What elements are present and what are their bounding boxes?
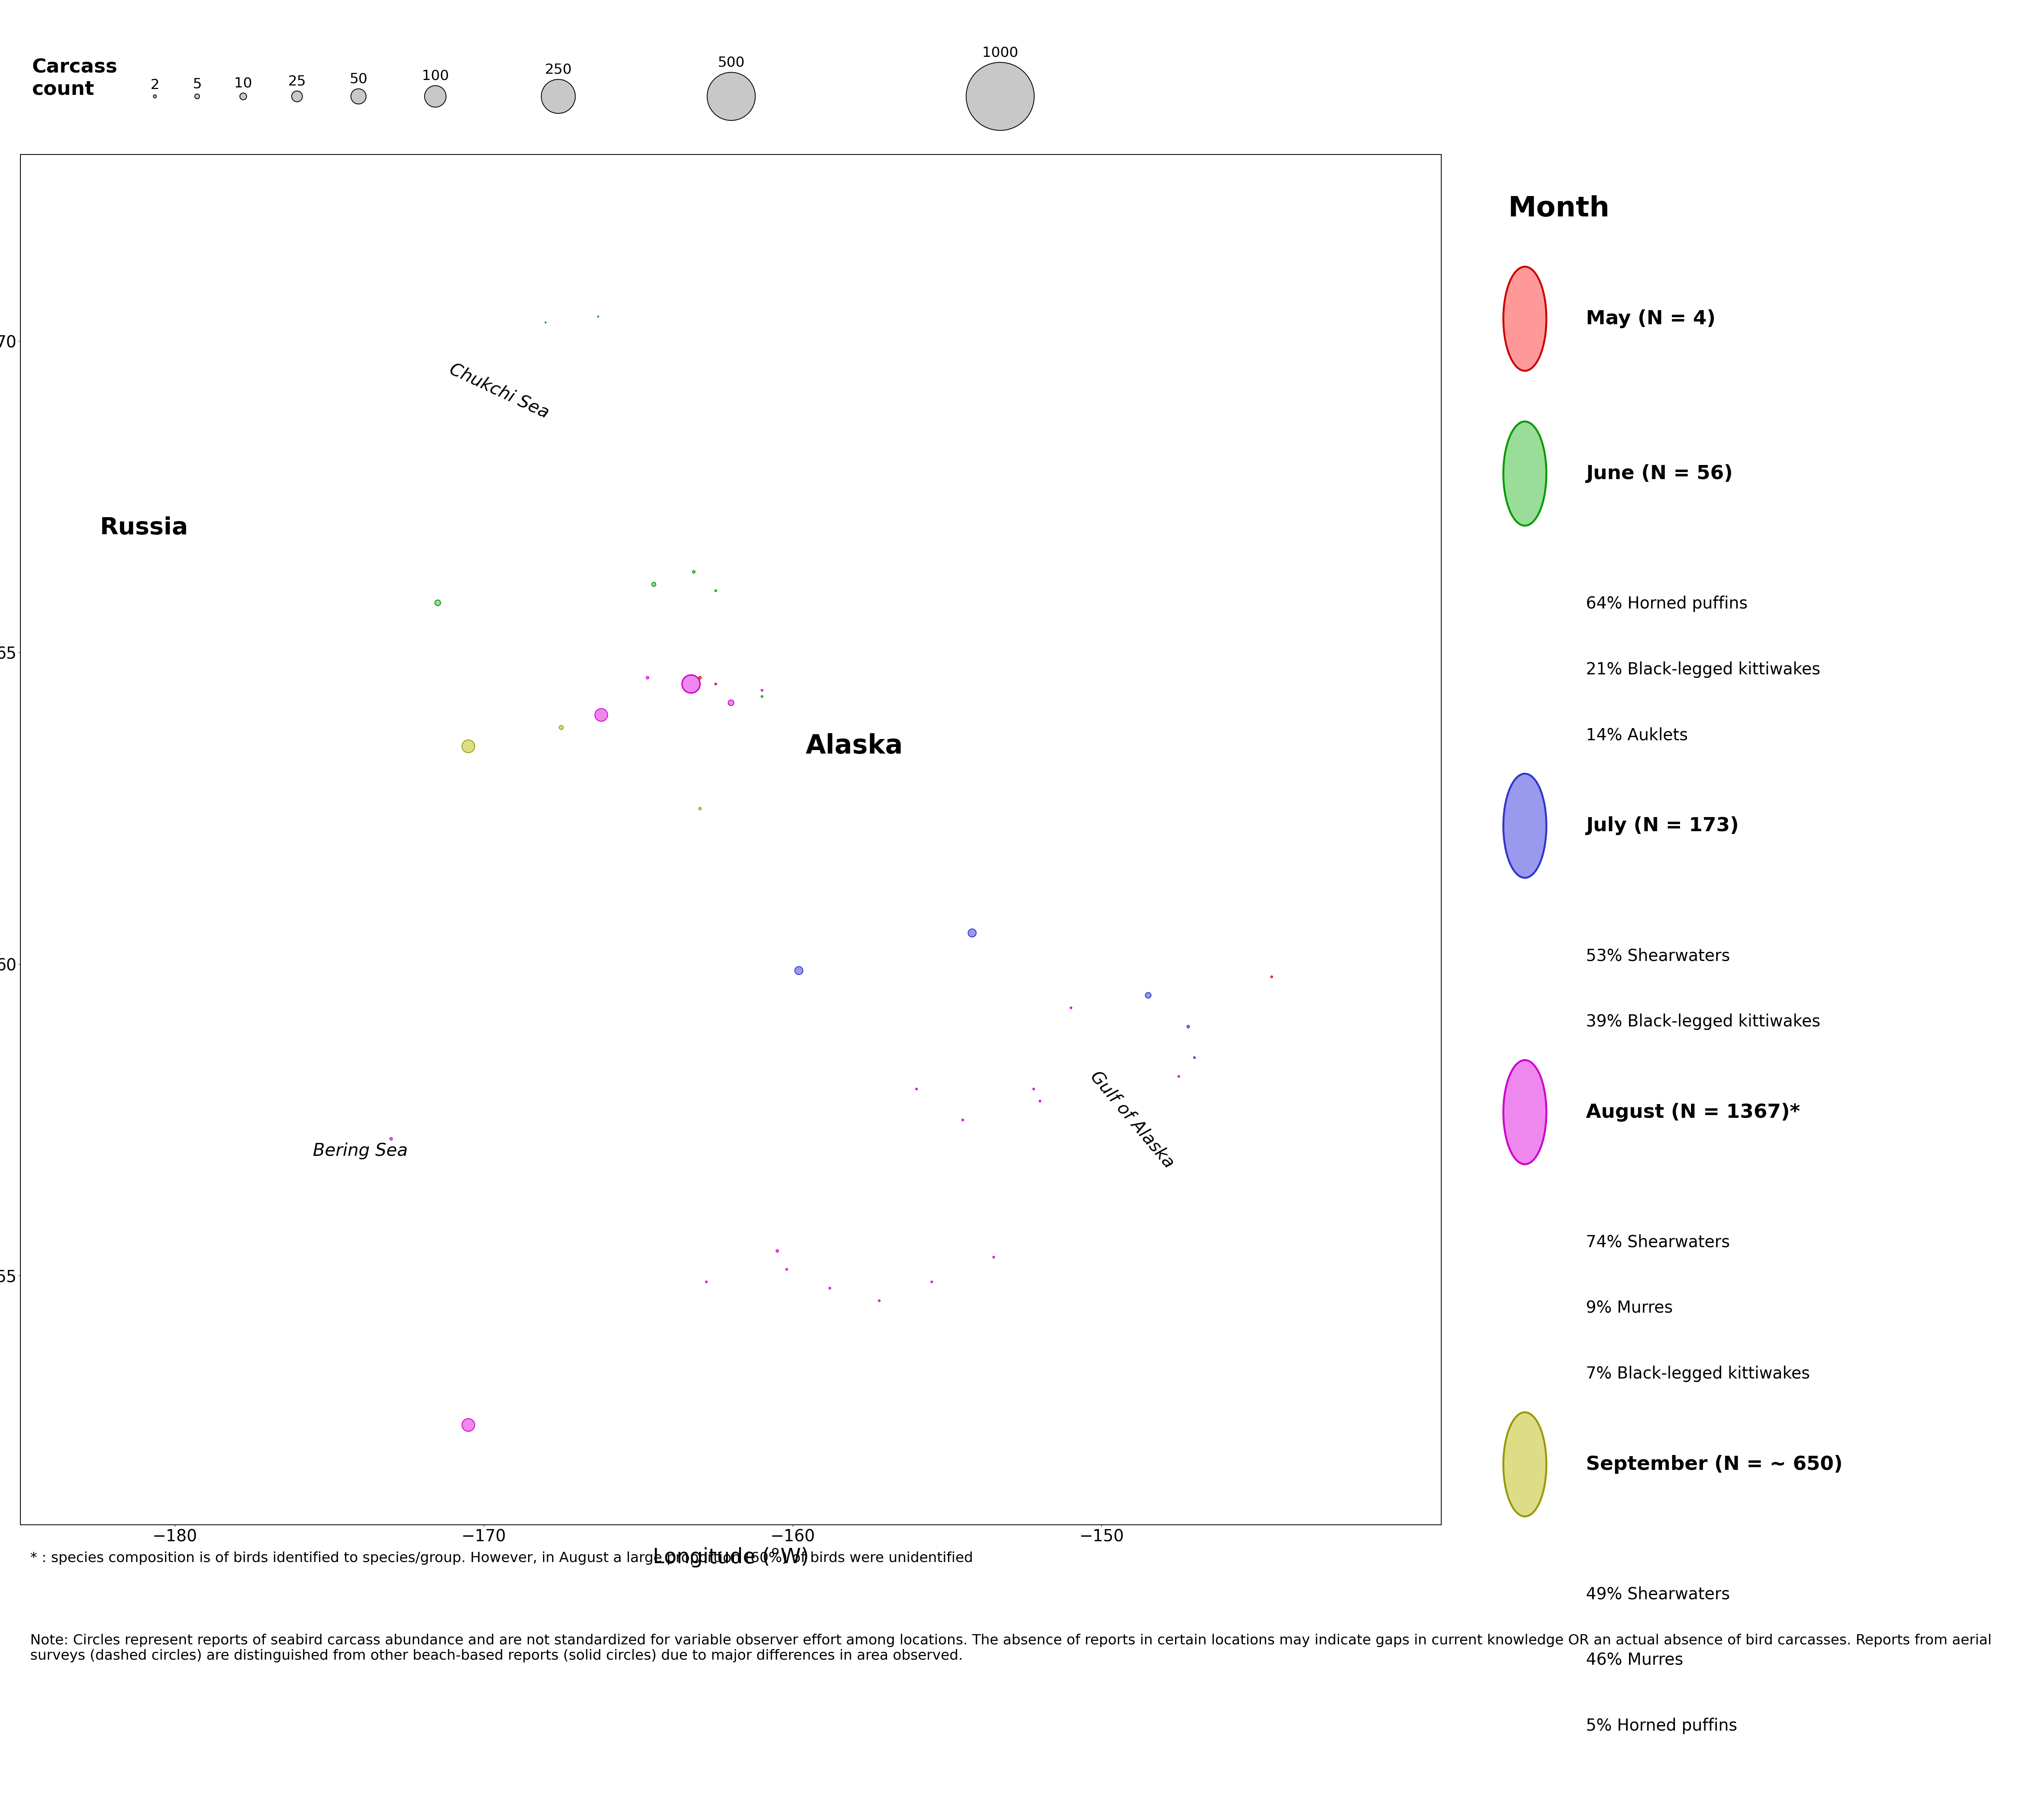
Text: Carcass
count: Carcass count (33, 58, 118, 98)
Text: 9% Murres: 9% Murres (1586, 1299, 1673, 1316)
Circle shape (351, 89, 367, 104)
Point (1023, 1087, 1056, 1116)
Text: May (N = 4): May (N = 4) (1586, 309, 1716, 328)
Point (422, 588, 454, 617)
Text: 64% Horned puffins: 64% Horned puffins (1586, 595, 1749, 612)
Point (689, 1267, 721, 1296)
Point (452, 1411, 485, 1440)
Point (770, 1254, 803, 1283)
Point (1178, 1043, 1211, 1072)
Point (585, 701, 618, 730)
Circle shape (240, 93, 247, 100)
Text: 50: 50 (348, 73, 367, 86)
Point (544, 713, 577, 743)
Point (862, 1287, 895, 1316)
Text: Chukchi Sea: Chukchi Sea (446, 360, 552, 422)
Text: 100: 100 (422, 69, 448, 82)
Text: 5% Horned puffins: 5% Horned puffins (1586, 1718, 1736, 1734)
Text: September (N = ~ 650): September (N = ~ 650) (1586, 1454, 1842, 1474)
Point (783, 956, 815, 985)
Point (375, 1125, 408, 1154)
Circle shape (1504, 1059, 1547, 1165)
Point (715, 688, 748, 717)
Point (452, 732, 485, 761)
Text: August (N = 1367)*: August (N = 1367)* (1586, 1103, 1800, 1121)
Point (1255, 963, 1288, 992)
Point (746, 675, 779, 704)
Text: * : species composition is of birds identified to species/group. However, in Aug: * : species composition is of birds iden… (31, 1551, 974, 1565)
Text: 25: 25 (287, 75, 306, 87)
Text: 7% Black-legged kittiwakes: 7% Black-legged kittiwakes (1586, 1365, 1810, 1381)
Circle shape (291, 91, 302, 102)
Text: 5: 5 (194, 78, 202, 91)
Text: 74% Shearwaters: 74% Shearwaters (1586, 1234, 1730, 1250)
Point (632, 662, 664, 692)
Point (677, 557, 709, 586)
Point (1054, 994, 1086, 1023)
Circle shape (1504, 268, 1547, 371)
Point (581, 302, 613, 331)
Point (915, 1267, 948, 1296)
Point (760, 1236, 793, 1265)
Text: 2: 2 (151, 78, 159, 91)
Point (1131, 981, 1164, 1010)
Point (1017, 1074, 1050, 1103)
Circle shape (153, 95, 157, 98)
Circle shape (424, 86, 446, 107)
Point (813, 1274, 846, 1303)
Circle shape (966, 62, 1033, 131)
Text: June (N = 56): June (N = 56) (1586, 464, 1732, 482)
Point (976, 1243, 1009, 1272)
Text: Note: Circles represent reports of seabird carcass abundance and are not standar: Note: Circles represent reports of seabi… (31, 1634, 1991, 1662)
Point (1172, 1012, 1204, 1041)
Text: Russia: Russia (100, 517, 187, 539)
Circle shape (707, 73, 756, 120)
Point (946, 1105, 978, 1134)
Circle shape (542, 80, 575, 113)
Text: 250: 250 (544, 64, 573, 76)
Text: 14% Auklets: 14% Auklets (1586, 726, 1687, 744)
Point (683, 662, 715, 692)
Text: 10: 10 (234, 76, 253, 89)
Text: 1000: 1000 (982, 46, 1019, 60)
Text: 39% Black-legged kittiwakes: 39% Black-legged kittiwakes (1586, 1014, 1820, 1030)
Point (699, 670, 732, 699)
Text: Bering Sea: Bering Sea (312, 1143, 408, 1159)
Text: Month: Month (1508, 195, 1610, 222)
Point (699, 575, 732, 604)
Text: July (N = 173): July (N = 173) (1586, 817, 1738, 835)
Point (638, 570, 671, 599)
Point (746, 682, 779, 712)
Circle shape (1504, 1412, 1547, 1516)
Circle shape (196, 95, 200, 98)
Circle shape (1504, 422, 1547, 526)
Point (956, 919, 988, 948)
Text: Gulf of Alaska: Gulf of Alaska (1086, 1068, 1178, 1172)
Point (683, 794, 715, 823)
Point (530, 308, 562, 337)
Text: 49% Shearwaters: 49% Shearwaters (1586, 1587, 1730, 1603)
Point (901, 1074, 933, 1103)
Circle shape (1504, 774, 1547, 877)
Point (1162, 1061, 1194, 1090)
X-axis label: Longitude (°W): Longitude (°W) (652, 1547, 809, 1567)
Text: 21% Black-legged kittiwakes: 21% Black-legged kittiwakes (1586, 661, 1820, 677)
Text: 500: 500 (717, 56, 744, 69)
Text: 46% Murres: 46% Murres (1586, 1653, 1683, 1669)
Text: 53% Shearwaters: 53% Shearwaters (1586, 948, 1730, 965)
Text: Alaska: Alaska (805, 733, 903, 759)
Point (675, 670, 707, 699)
